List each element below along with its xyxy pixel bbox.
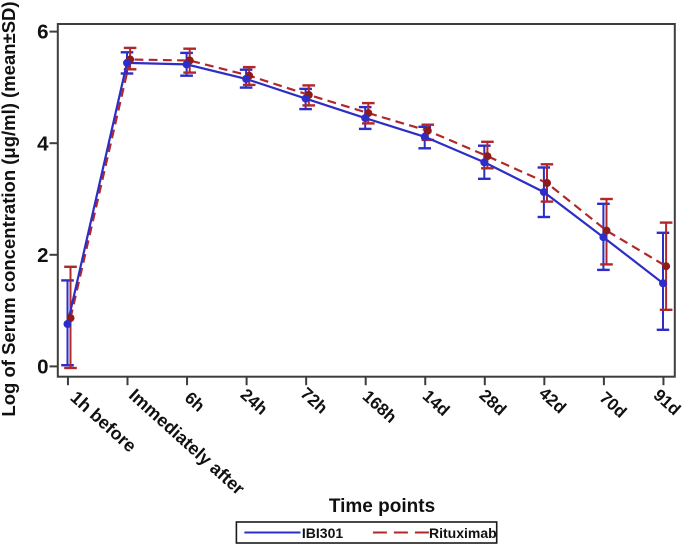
svg-text:IBI301: IBI301 — [302, 525, 343, 541]
svg-text:6: 6 — [37, 21, 48, 44]
svg-text:0: 0 — [37, 356, 48, 379]
svg-text:Time points: Time points — [329, 496, 435, 517]
svg-text:2: 2 — [37, 244, 48, 267]
svg-text:4: 4 — [37, 132, 49, 155]
svg-text:Rituximab: Rituximab — [429, 525, 497, 541]
svg-text:Log of Serum concentration (μg: Log of Serum concentration (μg/ml) (mean… — [0, 1, 19, 416]
